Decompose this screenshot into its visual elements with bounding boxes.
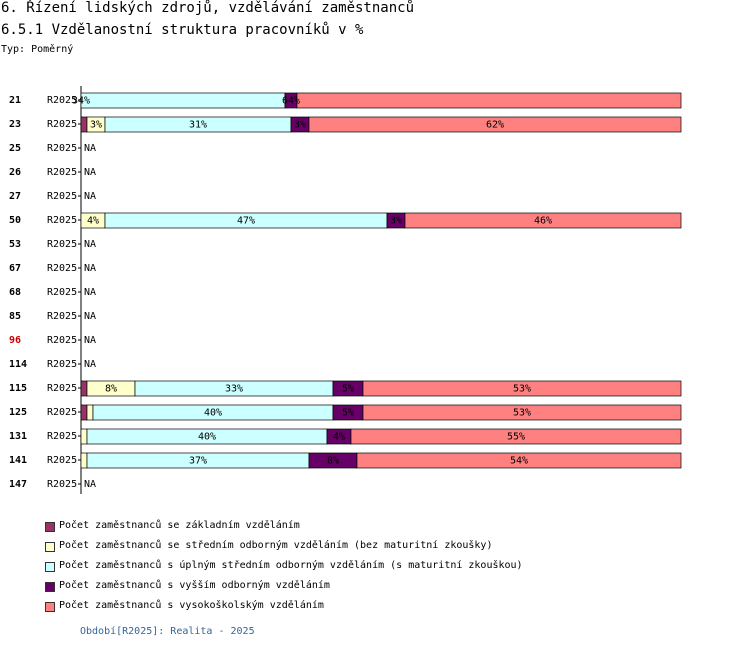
legend-label-5: Počet zaměstnanců s vysokoškolským vzděl… bbox=[59, 600, 324, 611]
page-title: 6. Řízení lidských zdrojů, vzdělávání za… bbox=[1, 0, 415, 16]
period-label-53: R2025 bbox=[47, 239, 77, 250]
period-label-21: R2025 bbox=[47, 95, 77, 106]
data-label-50-5: 46% bbox=[534, 216, 552, 227]
na-label-96: NA bbox=[84, 335, 96, 346]
bar-segment-21-5 bbox=[296, 92, 682, 109]
category-label-85: 85 bbox=[9, 311, 21, 322]
bar-segment-23-5 bbox=[308, 116, 682, 133]
category-label-125: 125 bbox=[9, 407, 27, 418]
period-label-27: R2025 bbox=[47, 191, 77, 202]
na-label-67: NA bbox=[84, 263, 96, 274]
bar-segment-115-1 bbox=[80, 380, 88, 397]
data-label-131-5: 55% bbox=[507, 432, 525, 443]
bar-segment-141-5 bbox=[356, 452, 682, 469]
category-label-23: 23 bbox=[9, 119, 21, 130]
period-label-147: R2025 bbox=[47, 479, 77, 490]
category-label-141: 141 bbox=[9, 455, 27, 466]
legend-swatch-3 bbox=[45, 562, 55, 572]
na-label-27: NA bbox=[84, 191, 96, 202]
category-label-96: 96 bbox=[9, 335, 21, 346]
bar-segment-131-5 bbox=[350, 428, 682, 445]
legend-swatch-4 bbox=[45, 582, 55, 592]
bar-segment-131-2 bbox=[80, 428, 88, 445]
bar-segment-141-2 bbox=[80, 452, 88, 469]
data-label-125-3: 40% bbox=[204, 408, 222, 419]
period-label-67: R2025 bbox=[47, 263, 77, 274]
data-label-50-2: 4% bbox=[87, 216, 99, 227]
category-label-147: 147 bbox=[9, 479, 27, 490]
legend-label-3: Počet zaměstnanců s úplným středním odbo… bbox=[59, 560, 523, 571]
period-label-50: R2025 bbox=[47, 215, 77, 226]
data-label-125-4: 5% bbox=[342, 408, 354, 419]
period-label-25: R2025 bbox=[47, 143, 77, 154]
period-note: Období[R2025]: Realita - 2025 bbox=[80, 626, 255, 637]
category-label-50: 50 bbox=[9, 215, 21, 226]
data-label-141-4: 8% bbox=[327, 456, 339, 467]
bar-segment-23-1 bbox=[80, 116, 88, 133]
data-label-23-3: 31% bbox=[189, 120, 207, 131]
legend-label-4: Počet zaměstnanců s vyšším odborným vzdě… bbox=[59, 580, 330, 591]
na-label-53: NA bbox=[84, 239, 96, 250]
data-label-23-2: 3% bbox=[90, 120, 102, 131]
category-label-26: 26 bbox=[9, 167, 21, 178]
period-label-96: R2025 bbox=[47, 335, 77, 346]
category-label-67: 67 bbox=[9, 263, 21, 274]
category-label-115: 115 bbox=[9, 383, 27, 394]
legend-label-2: Počet zaměstnanců se středním odborným v… bbox=[59, 540, 493, 551]
data-label-50-3: 47% bbox=[237, 216, 255, 227]
bar-segment-21-3 bbox=[80, 92, 286, 109]
period-label-68: R2025 bbox=[47, 287, 77, 298]
data-label-115-3: 33% bbox=[225, 384, 243, 395]
chart-subtitle: 6.5.1 Vzdělanostní struktura pracovníků … bbox=[1, 22, 364, 38]
na-label-68: NA bbox=[84, 287, 96, 298]
na-label-85: NA bbox=[84, 311, 96, 322]
category-label-53: 53 bbox=[9, 239, 21, 250]
period-label-85: R2025 bbox=[47, 311, 77, 322]
data-label-21-2: 34% bbox=[72, 96, 90, 107]
legend-swatch-5 bbox=[45, 602, 55, 612]
category-label-21: 21 bbox=[9, 95, 21, 106]
period-label-114: R2025 bbox=[47, 359, 77, 370]
period-label-125: R2025 bbox=[47, 407, 77, 418]
data-label-131-4: 4% bbox=[333, 432, 345, 443]
period-label-131: R2025 bbox=[47, 431, 77, 442]
chart-type-label: Typ: Poměrný bbox=[1, 44, 74, 55]
na-label-114: NA bbox=[84, 359, 96, 370]
category-label-131: 131 bbox=[9, 431, 27, 442]
data-label-23-5: 62% bbox=[486, 120, 504, 131]
legend-swatch-2 bbox=[45, 542, 55, 552]
bar-segment-50-5 bbox=[404, 212, 682, 229]
bar-segment-125-1 bbox=[80, 404, 88, 421]
category-label-27: 27 bbox=[9, 191, 21, 202]
data-label-115-5: 53% bbox=[513, 384, 531, 395]
legend-swatch-1 bbox=[45, 522, 55, 532]
category-label-25: 25 bbox=[9, 143, 21, 154]
period-label-141: R2025 bbox=[47, 455, 77, 466]
data-label-125-5: 53% bbox=[513, 408, 531, 419]
category-label-114: 114 bbox=[9, 359, 27, 370]
data-label-141-5: 54% bbox=[510, 456, 528, 467]
data-label-50-4: 3% bbox=[390, 216, 402, 227]
data-label-131-3: 40% bbox=[198, 432, 216, 443]
bar-segment-115-5 bbox=[362, 380, 682, 397]
na-label-147: NA bbox=[84, 479, 96, 490]
period-label-115: R2025 bbox=[47, 383, 77, 394]
data-label-23-4: 3% bbox=[294, 120, 306, 131]
data-label-21-4: 64% bbox=[282, 96, 300, 107]
na-label-25: NA bbox=[84, 143, 96, 154]
bar-segment-125-2 bbox=[86, 404, 94, 421]
data-label-115-2: 8% bbox=[105, 384, 117, 395]
data-label-115-4: 5% bbox=[342, 384, 354, 395]
period-label-26: R2025 bbox=[47, 167, 77, 178]
bar-segment-125-5 bbox=[362, 404, 682, 421]
na-label-26: NA bbox=[84, 167, 96, 178]
legend-label-1: Počet zaměstnanců se základním vzděláním bbox=[59, 520, 300, 531]
data-label-141-3: 37% bbox=[189, 456, 207, 467]
period-label-23: R2025 bbox=[47, 119, 77, 130]
category-label-68: 68 bbox=[9, 287, 21, 298]
